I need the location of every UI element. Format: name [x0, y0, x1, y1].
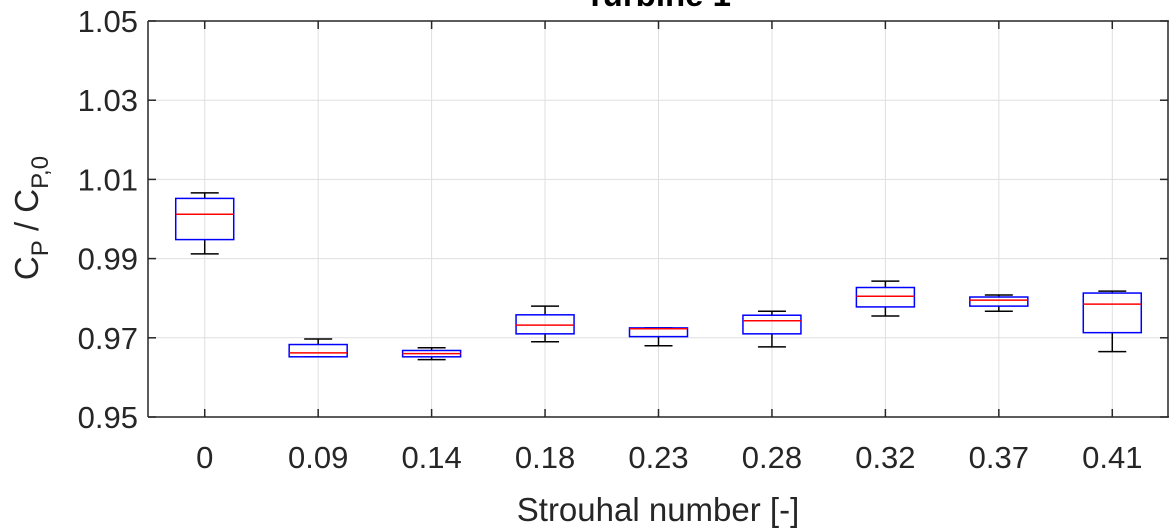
- box-0.09: [288, 338, 348, 358]
- y-tick-label: 1.01: [78, 162, 138, 197]
- chart-title: Turbine 1: [585, 0, 731, 13]
- y-label-denominator-sub: P,0: [27, 156, 54, 189]
- x-tick-label: 0.32: [855, 440, 915, 475]
- box-0.41: [1082, 290, 1143, 353]
- x-tick-label: 0: [196, 440, 213, 475]
- box-iqr: [288, 343, 348, 358]
- box-iqr: [1082, 292, 1143, 334]
- box-iqr: [515, 314, 575, 335]
- x-tick-label: 0.28: [742, 440, 802, 475]
- y-tick-label: 0.97: [78, 321, 138, 356]
- box-0.23: [628, 327, 689, 347]
- box-0.14: [401, 346, 462, 361]
- y-label-numerator: C: [8, 256, 45, 280]
- box-iqr: [174, 197, 235, 241]
- svg-text:CP / CP,0: CP / CP,0: [8, 156, 54, 280]
- x-tick-label: 0.23: [628, 440, 688, 475]
- box-0.18: [515, 305, 575, 343]
- grid-lines: [148, 20, 1169, 418]
- x-axis-label: Strouhal number [-]: [517, 491, 799, 528]
- box-iqr: [855, 286, 916, 308]
- x-tick-label: 0.09: [288, 440, 348, 475]
- y-label-separator: /: [8, 213, 45, 241]
- box-0: [174, 192, 235, 255]
- box-iqr: [742, 314, 802, 335]
- x-tick-label: 0.14: [401, 440, 461, 475]
- x-tick-label: 0.41: [1082, 440, 1142, 475]
- box-0.28: [742, 310, 802, 348]
- y-tick-label: 0.99: [78, 242, 138, 277]
- box-iqr: [628, 327, 689, 338]
- box-0.37: [969, 294, 1029, 313]
- box-iqr: [969, 296, 1029, 307]
- x-tick-label: 0.37: [969, 440, 1029, 475]
- y-label-numerator-sub: P: [27, 240, 54, 256]
- y-tick-label: 1.03: [78, 83, 138, 118]
- tick-labels: 0.95 0.97 0.99 1.01 1.03 1.05 0 0.09 0.14 0.18 0.2…: [78, 4, 1143, 475]
- y-label-denominator: C: [8, 189, 45, 213]
- y-axis-label: CP / CP,0: [8, 156, 54, 280]
- y-tick-label: 1.05: [78, 4, 138, 39]
- axes: [147, 20, 1169, 418]
- box-0.32: [855, 280, 916, 317]
- x-tick-label: 0.18: [515, 440, 575, 475]
- box-series: [174, 192, 1143, 361]
- y-tick-label: 0.95: [78, 400, 138, 435]
